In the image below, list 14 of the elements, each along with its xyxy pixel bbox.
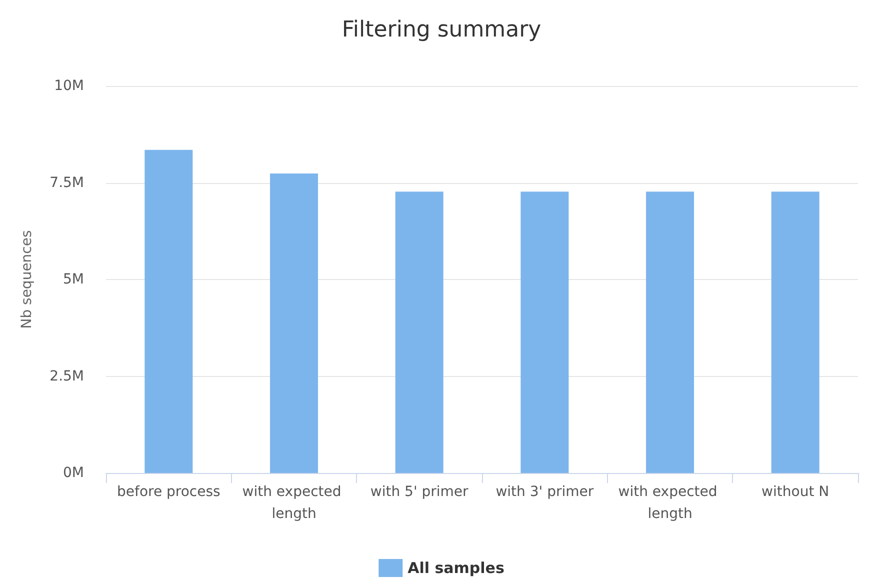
x-tick-label: with expected length — [242, 484, 346, 522]
y-tick-label: 0M — [63, 465, 84, 481]
x-tick-label: with expected length — [618, 484, 722, 522]
x-tick-label: with 5' primer — [370, 484, 469, 500]
x-tick-label: without N — [762, 484, 830, 500]
y-axis-title: Nb sequences — [19, 230, 35, 329]
legend-label: All samples — [408, 559, 504, 577]
y-tick-label: 5M — [63, 272, 84, 288]
x-tick-label: with 3' primer — [496, 484, 594, 500]
y-tick-label: 2.5M — [50, 368, 84, 384]
y-tick-label: 7.5M — [50, 174, 84, 191]
x-tick-label: before process — [117, 484, 220, 500]
y-tick-label: 10M — [54, 78, 84, 94]
chart-title: Filtering summary — [342, 18, 542, 42]
